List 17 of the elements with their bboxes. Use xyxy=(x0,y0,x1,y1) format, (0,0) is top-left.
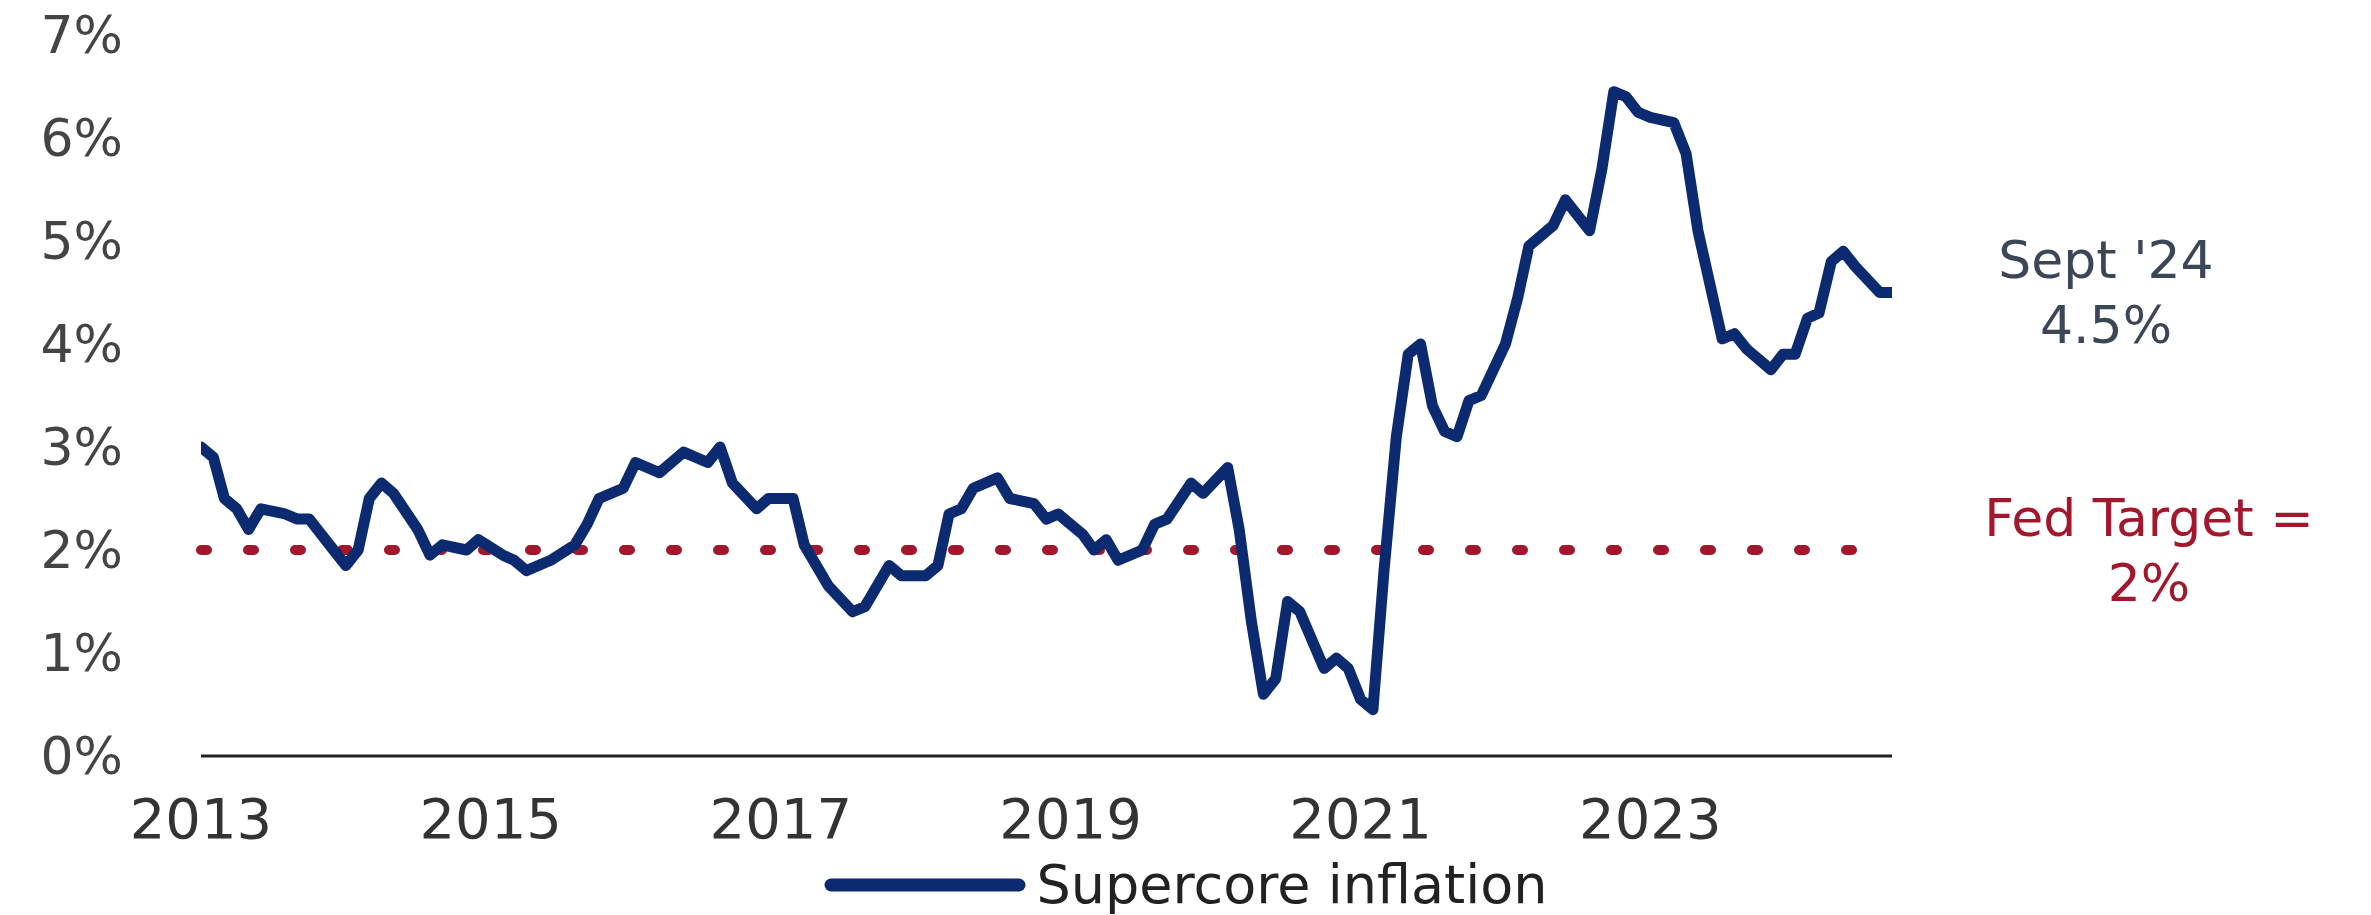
y-tick-label: 0% xyxy=(40,726,123,787)
y-tick-label: 6% xyxy=(40,108,123,169)
legend-label: Supercore inflation xyxy=(1036,853,1548,915)
x-tick-label: 2017 xyxy=(709,785,853,851)
y-tick-label: 4% xyxy=(40,314,123,375)
annotation: Sept '24 4.5% xyxy=(1998,230,2214,355)
x-tick-label: 2013 xyxy=(129,785,273,851)
y-tick-label: 7% xyxy=(40,5,123,66)
x-tick-label: 2021 xyxy=(1289,785,1432,851)
x-tick-label: 2023 xyxy=(1579,785,1722,851)
x-tick-label: 2015 xyxy=(419,785,562,851)
y-tick-label: 3% xyxy=(40,417,123,478)
y-tick-label: 5% xyxy=(40,211,123,272)
y-tick-label: 2% xyxy=(40,520,123,581)
ref-line-label: Fed Target = 2% xyxy=(1984,487,2314,613)
y-tick-label: 1% xyxy=(40,623,123,684)
x-tick-label: 2019 xyxy=(999,785,1142,851)
